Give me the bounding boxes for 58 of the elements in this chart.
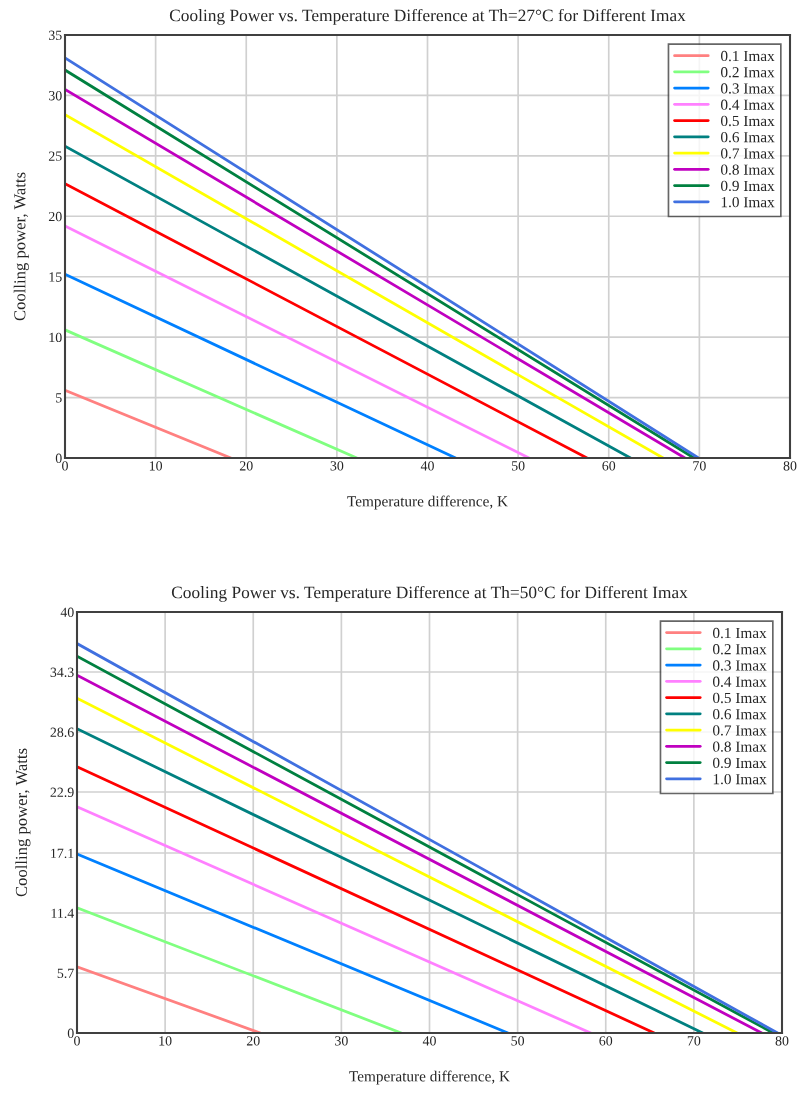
legend-label: 0.5 Imax (721, 115, 775, 127)
x-tick-label: 20 (246, 1036, 260, 1046)
x-tick-label: 30 (335, 1036, 348, 1046)
y-tick-label: 22.9 (50, 787, 74, 797)
legend-label: 0.3 Imax (713, 660, 767, 671)
x-axis-title: Temperature difference, K (347, 495, 508, 510)
y-tick-label: 20 (48, 211, 62, 222)
x-tick-label: 50 (511, 461, 525, 471)
legend-label: 1.0 Imax (713, 773, 767, 785)
y-axis-title: Coolling power, Watts (15, 748, 31, 897)
legend-label: 0.3 Imax (721, 83, 775, 94)
x-tick-label: 40 (420, 461, 434, 471)
legend-label: 0.9 Imax (713, 757, 767, 769)
x-tick-label: 70 (687, 1036, 701, 1046)
x-tick-label: 30 (330, 461, 344, 471)
legend-label: 0.1 Imax (713, 627, 767, 639)
y-tick-label: 5.7 (57, 968, 74, 979)
legend-label: 0.6 Imax (713, 709, 767, 720)
x-tick-label: 10 (149, 461, 163, 471)
y-tick-label: 10 (49, 332, 62, 343)
legend-label: 0.5 Imax (713, 692, 767, 704)
legend-label: 0.6 Imax (721, 132, 775, 143)
legend-label: 0.7 Imax (721, 148, 775, 159)
y-tick-label: 0 (55, 453, 62, 463)
legend-label: 1.0 Imax (721, 196, 775, 208)
chart-title: Cooling Power vs. Temperature Difference at Th=27°C for Different Imax (169, 8, 686, 25)
y-tick-label: 34.3 (50, 667, 74, 678)
y-tick-label: 30 (49, 91, 62, 101)
y-tick-label: 40 (60, 607, 74, 617)
x-tick-label: 60 (599, 1036, 613, 1046)
legend-label: 0.4 Imax (713, 676, 767, 687)
y-tick-label: 28.6 (50, 727, 74, 737)
y-tick-label: 11.4 (51, 908, 75, 919)
legend-label: 0.9 Imax (721, 180, 775, 192)
chart-title: Cooling Power vs. Temperature Difference at Th=50°C for Different Imax (171, 585, 688, 602)
y-tick-label: 25 (48, 151, 62, 161)
x-tick-label: 50 (511, 1036, 525, 1046)
legend-label: 0.8 Imax (721, 164, 775, 175)
y-tick-label: 15 (49, 272, 62, 282)
y-tick-label: 0 (67, 1028, 74, 1038)
x-tick-label: 70 (693, 461, 706, 471)
x-tick-label: 40 (422, 1036, 436, 1046)
x-tick-label: 80 (783, 461, 797, 471)
x-tick-label: 80 (775, 1036, 789, 1046)
legend-label: 0.2 Imax (713, 644, 767, 655)
y-tick-label: 35 (49, 30, 62, 40)
y-tick-label: 17.1 (51, 848, 74, 859)
y-tick-label: 5 (56, 393, 62, 403)
legend-label: 0.2 Imax (721, 67, 775, 78)
y-axis-title: Coolling power, Watts (13, 172, 29, 321)
x-tick-label: 20 (239, 461, 253, 471)
x-axis-title: Temperature difference, K (349, 1070, 510, 1085)
legend-label: 0.4 Imax (721, 99, 775, 110)
legend-label: 0.1 Imax (721, 50, 775, 62)
legend-label: 0.8 Imax (713, 741, 767, 752)
legend-label: 0.7 Imax (713, 725, 767, 736)
x-tick-label: 60 (602, 461, 616, 471)
x-tick-label: 10 (159, 1036, 172, 1046)
